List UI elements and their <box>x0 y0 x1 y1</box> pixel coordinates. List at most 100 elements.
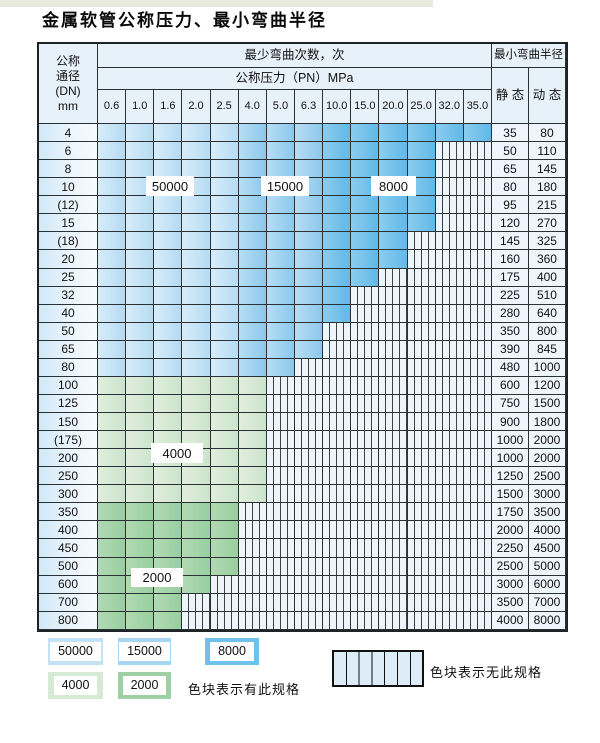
cycles-title-cell: 最少弯曲次数，次 <box>98 44 492 68</box>
cell-no-spec <box>407 431 436 450</box>
cell-no-spec <box>463 142 492 161</box>
cell-no-spec <box>351 557 380 576</box>
cell-no-spec <box>435 449 464 468</box>
dynamic-value: 7000 <box>528 593 566 612</box>
cell-no-spec <box>323 449 352 468</box>
cell-spec-dn80-pn1.0 <box>126 358 155 377</box>
cell-no-spec <box>407 485 436 504</box>
cell-spec-dn6-pn20.0 <box>379 142 408 161</box>
cell-spec-dn50-pn4.0 <box>238 322 267 341</box>
cell-no-spec <box>379 286 408 305</box>
cell-no-spec <box>435 575 464 594</box>
pressure-tick-35.0: 35.0 <box>463 90 492 124</box>
cell-spec-dn600-pn0.6 <box>98 575 127 594</box>
cell-spec-dn25-pn5.0 <box>266 268 295 287</box>
cell-no-spec <box>435 611 464 630</box>
row-dn-label: 4 <box>39 124 98 143</box>
cell-no-spec <box>435 358 464 377</box>
cell-no-spec <box>407 413 436 432</box>
cell-no-spec <box>379 413 408 432</box>
row-dn-label: 250 <box>39 467 98 486</box>
cell-no-spec <box>323 413 352 432</box>
row-dn-label: 500 <box>39 557 98 576</box>
cell-spec-dn(18)-pn4.0 <box>238 232 267 251</box>
row-dn-label: 65 <box>39 340 98 359</box>
cell-no-spec <box>182 611 211 630</box>
cell-spec-dn4-pn1.0 <box>126 124 155 143</box>
cell-no-spec <box>323 611 352 630</box>
cell-no-spec <box>435 431 464 450</box>
cell-no-spec <box>407 322 436 341</box>
row-dn-label: 350 <box>39 503 98 522</box>
cell-no-spec <box>266 376 295 395</box>
cell-spec-dn(175)-pn4.0 <box>238 431 267 450</box>
cell-spec-dn20-pn0.6 <box>98 250 127 269</box>
cell-no-spec <box>294 521 324 540</box>
cell-spec-dn(12)-pn25.0 <box>407 196 436 215</box>
row-dn-label: 300 <box>39 485 98 504</box>
dynamic-value: 640 <box>528 304 566 323</box>
static-value: 175 <box>491 268 529 287</box>
cell-spec-dn8-pn2.5 <box>210 160 239 179</box>
cell-no-spec <box>463 178 492 197</box>
cell-spec-dn350-pn1.6 <box>154 503 183 522</box>
cell-no-spec <box>294 575 324 594</box>
cell-spec-dn10-pn0.6 <box>98 178 127 197</box>
cell-no-spec <box>351 376 380 395</box>
cell-no-spec <box>463 340 492 359</box>
cell-no-spec <box>266 575 295 594</box>
row-dn-label: (175) <box>39 431 98 450</box>
cell-spec-dn15-pn2.5 <box>210 214 239 233</box>
overlay-label-4000: 4000 <box>151 443 203 463</box>
cell-no-spec <box>379 304 408 323</box>
cell-spec-dn8-pn15.0 <box>351 160 380 179</box>
row-dn-label: 400 <box>39 521 98 540</box>
cell-no-spec <box>323 593 352 612</box>
cell-no-spec <box>463 485 492 504</box>
dynamic-value: 2000 <box>528 431 566 450</box>
cell-no-spec <box>238 503 267 522</box>
cell-spec-dn50-pn0.6 <box>98 322 127 341</box>
cell-no-spec <box>379 431 408 450</box>
cell-spec-dn80-pn4.0 <box>238 358 267 377</box>
legend-swatch-15000: 15000 <box>118 638 171 665</box>
cell-spec-dn32-pn5.0 <box>266 286 295 305</box>
cell-no-spec <box>379 575 408 594</box>
cell-no-spec <box>351 304 380 323</box>
cell-no-spec <box>294 557 324 576</box>
cell-spec-dn125-pn4.0 <box>238 394 267 413</box>
static-value: 4000 <box>491 611 529 630</box>
cell-spec-dn300-pn2.0 <box>182 485 211 504</box>
static-value: 750 <box>491 394 529 413</box>
cell-spec-dn6-pn6.3 <box>294 142 324 161</box>
static-value: 480 <box>491 358 529 377</box>
cell-spec-dn(12)-pn5.0 <box>266 196 295 215</box>
dynamic-value: 400 <box>528 268 566 287</box>
cell-spec-dn250-pn1.0 <box>126 467 155 486</box>
cell-no-spec <box>379 268 408 287</box>
cell-spec-dn300-pn1.0 <box>126 485 155 504</box>
cell-spec-dn6-pn5.0 <box>266 142 295 161</box>
cell-no-spec <box>323 485 352 504</box>
cell-spec-dn6-pn15.0 <box>351 142 380 161</box>
cell-no-spec <box>266 611 295 630</box>
cell-spec-dn150-pn1.6 <box>154 413 183 432</box>
cell-spec-dn600-pn2.0 <box>182 575 211 594</box>
static-value: 2250 <box>491 539 529 558</box>
cell-spec-dn4-pn1.6 <box>154 124 183 143</box>
overlay-label-8000: 8000 <box>371 176 416 196</box>
cell-no-spec <box>323 467 352 486</box>
row-dn-label: 700 <box>39 593 98 612</box>
cell-spec-dn(175)-pn0.6 <box>98 431 127 450</box>
cell-spec-dn6-pn4.0 <box>238 142 267 161</box>
cell-spec-dn20-pn1.0 <box>126 250 155 269</box>
cell-no-spec <box>435 142 464 161</box>
cell-spec-dn40-pn0.6 <box>98 304 127 323</box>
cell-no-spec <box>294 358 324 377</box>
cell-no-spec <box>435 485 464 504</box>
cell-spec-dn700-pn0.6 <box>98 593 127 612</box>
legend-no-spec-text: 色块表示无此规格 <box>430 665 543 680</box>
static-value: 2000 <box>491 521 529 540</box>
cell-no-spec <box>463 286 492 305</box>
cell-no-spec <box>407 304 436 323</box>
